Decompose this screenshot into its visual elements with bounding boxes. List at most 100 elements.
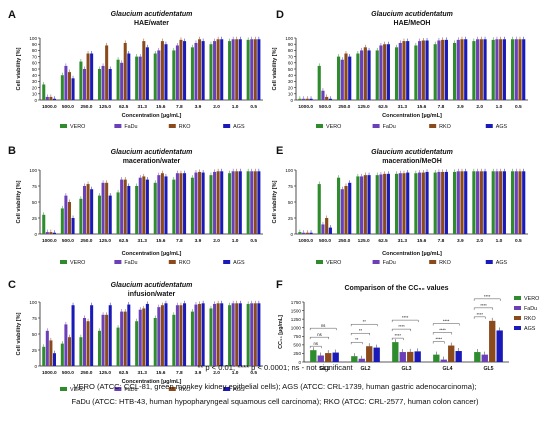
bar-E-AGS-2: [348, 182, 352, 234]
bar-F-FaDu-2: [399, 352, 406, 362]
bar-B-RKO-8: [198, 171, 202, 234]
panel-C-xlabel: Concentration [µg/mL]: [122, 379, 182, 385]
bar-B-VERO-2: [79, 198, 83, 234]
panel-D-x-tick-label: 125.0: [358, 104, 370, 110]
panel-C-x-tick-label: 15.6: [156, 370, 166, 376]
bar-E-VERO-4: [375, 175, 379, 234]
bar-C-FaDu-10: [231, 303, 235, 366]
significance-label: ****: [435, 337, 442, 342]
panel-E-y-tick-label: 75: [288, 184, 294, 189]
bar-A-AGS-11: [257, 39, 261, 100]
significance-label: **: [355, 337, 359, 342]
panel-B-title: Glaucium acutidentatum: [111, 149, 193, 156]
bar-F-AGS-4: [496, 330, 503, 362]
bar-B-AGS-5: [145, 179, 149, 234]
panel-B-x-tick-label: 7.8: [176, 238, 183, 244]
panel-A-x-tick-label: 500.0: [62, 104, 74, 110]
bar-A-FaDu-11: [250, 39, 254, 100]
bar-B-FaDu-4: [120, 179, 124, 234]
significance-label: **: [359, 328, 363, 333]
bar-B-VERO-7: [172, 179, 176, 234]
legend-swatch-C-FaDu: [114, 387, 122, 391]
bar-D-FaDu-0: [302, 98, 306, 100]
significance-bracket: [309, 327, 337, 331]
bar-B-FaDu-1: [64, 195, 68, 234]
bar-C-FaDu-3: [101, 314, 105, 366]
bar-F-FaDu-0: [317, 355, 324, 362]
bar-B-VERO-1: [60, 208, 64, 234]
bar-B-RKO-10: [235, 171, 239, 234]
bar-C-AGS-10: [238, 303, 242, 366]
bar-F-RKO-0: [325, 353, 332, 362]
bar-A-VERO-11: [246, 39, 250, 100]
bar-D-VERO-7: [433, 44, 437, 100]
bar-C-RKO-9: [216, 303, 220, 366]
panel-B-x-tick-label: 2.0: [213, 238, 220, 244]
significance-label: ****: [476, 312, 483, 317]
bar-A-FaDu-1: [64, 65, 68, 100]
panel-C-ylabel: Cell viability [%]: [16, 312, 22, 355]
legend-swatch-F-RKO: [514, 316, 521, 320]
panel-D-x-tick-label: 2.0: [476, 104, 483, 110]
panel-B-y-tick-label: 50: [32, 200, 38, 205]
bar-E-AGS-11: [522, 171, 526, 234]
panel-C-x-tick-label: 7.8: [176, 370, 183, 376]
bar-B-FaDu-9: [213, 171, 217, 234]
panel-E-x-tick-label: 3.9: [457, 238, 464, 244]
panel-E-xlabel: Concentration [µg/mL]: [382, 251, 442, 257]
bar-B-VERO-4: [116, 192, 120, 234]
panel-C-x-tick-label: 1000.0: [42, 370, 57, 376]
bar-E-VERO-7: [433, 172, 437, 234]
bar-E-FaDu-6: [418, 172, 422, 234]
panel-B-x-tick-label: 1000.0: [42, 238, 57, 244]
panel-C-x-tick-label: 3.9: [195, 370, 202, 376]
panel-E-subtitle: maceration/MeOH: [382, 158, 442, 165]
bar-A-RKO-3: [105, 45, 109, 100]
bar-A-FaDu-0: [45, 96, 49, 100]
panel-E-x-tick-label: 1.0: [496, 238, 503, 244]
panel-A-y-tick-label: 40: [32, 73, 38, 78]
bar-D-RKO-0: [305, 98, 309, 100]
bar-B-RKO-9: [216, 171, 220, 234]
bar-C-AGS-9: [220, 303, 224, 366]
panel-A-x-tick-label: 7.8: [176, 104, 183, 110]
bar-C-VERO-5: [135, 321, 139, 366]
panel-D-xlabel: Concentration [µg/mL]: [382, 113, 442, 119]
significance-bracket: [309, 345, 322, 349]
bar-C-VERO-11: [246, 303, 250, 366]
bar-A-RKO-10: [235, 39, 239, 100]
panel-F-y-tick-label: 1750: [291, 300, 302, 305]
legend-swatch-E-FaDu: [372, 260, 380, 264]
bar-A-AGS-9: [220, 39, 224, 100]
bar-A-RKO-7: [179, 39, 183, 100]
bar-D-RKO-9: [479, 39, 483, 100]
bar-D-FaDu-1: [321, 90, 325, 100]
bar-C-RKO-3: [105, 314, 109, 366]
bar-A-FaDu-9: [213, 41, 217, 100]
panel-letter-B: B: [8, 145, 16, 157]
bar-D-FaDu-5: [398, 42, 402, 100]
bar-A-AGS-8: [201, 41, 205, 100]
bar-E-AGS-10: [502, 171, 506, 234]
bar-B-VERO-10: [228, 173, 232, 234]
panel-D-x-tick-label: 500.0: [319, 104, 331, 110]
panel-D-x-tick-label: 7.8: [438, 104, 445, 110]
bar-E-RKO-11: [518, 171, 522, 234]
bar-D-FaDu-4: [379, 45, 383, 100]
bar-A-VERO-1: [60, 75, 64, 100]
panel-letter-A: A: [8, 9, 16, 21]
legend-label-C-AGS: AGS: [233, 387, 245, 393]
bar-C-RKO-2: [86, 321, 90, 366]
panel-D-y-tick-label: 100: [285, 36, 293, 41]
bar-A-RKO-9: [216, 39, 220, 100]
panel-B-x-tick-label: 62.5: [119, 238, 129, 244]
panel-A-x-tick-label: 125.0: [99, 104, 111, 110]
legend-label-D-VERO: VERO: [326, 124, 341, 130]
panel-A-x-tick-label: 3.9: [195, 104, 202, 110]
panel-E-x-tick-label: 62.5: [378, 238, 388, 244]
bar-A-VERO-4: [116, 59, 120, 100]
bar-B-VERO-6: [153, 182, 157, 234]
legend-label-B-RKO: RKO: [179, 260, 191, 266]
bar-B-RKO-4: [123, 179, 127, 234]
panel-D-ylabel: Cell viability [%]: [272, 47, 278, 90]
